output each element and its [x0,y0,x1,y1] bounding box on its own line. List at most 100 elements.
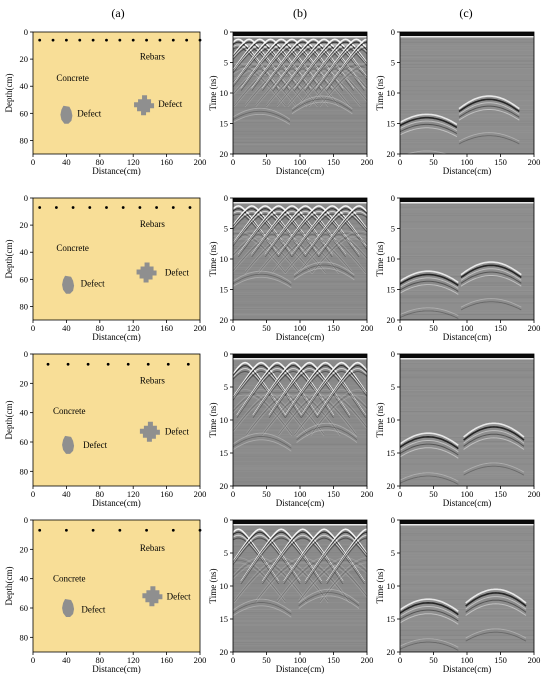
defect-hyperbola [400,127,458,138]
direct-wave [400,520,534,524]
rebar-multiple [298,67,367,108]
rebar-multiple [255,65,350,107]
rebar-dot [186,362,190,366]
y-tick-label: 5 [224,224,228,234]
x-tick-label: 100 [294,655,307,665]
rebar-multiple [233,67,286,108]
direct-wave [233,358,367,360]
defect-hyperbola [460,275,522,287]
x-tick-label: 100 [461,323,474,333]
x-tick-label: 120 [127,655,140,665]
y-tick-label: 0 [224,193,228,203]
x-tick-label: 200 [528,655,541,665]
rebar-dot [121,206,125,209]
defect-hyperbola [400,273,459,287]
rebar-multiple [284,230,367,272]
rebar-dot [105,38,108,42]
x-tick-label: 50 [262,489,271,499]
defect-hyperbola [400,440,459,453]
rebar-dot [118,528,122,532]
defect-label: Defect [81,278,105,288]
rebar-hyperbola [278,210,360,257]
rebar-multiple [233,562,329,604]
column-label: (c) [459,6,472,20]
y-tick-label: 15 [387,285,396,295]
rebar-hyperbola [233,213,280,257]
rebar-multiple [311,232,367,273]
rebar-hyperbola [251,213,333,257]
defect-hyperbola [400,609,459,622]
y-tick-label: 20 [387,315,396,325]
rebar-hyperbola [262,537,344,584]
rebar-multiple [278,394,367,437]
rebar-multiple [298,65,367,107]
rebar-multiple [233,232,286,273]
y-tick-label: 20 [20,544,29,554]
rebar-hyperbola [252,367,334,417]
radargram-background [400,520,534,652]
y-tick-label: 80 [20,135,29,145]
rebars-label: Rebars [140,543,165,553]
rebar-multiple [233,391,293,435]
rebar-dot [145,38,148,42]
defect-multiple [463,465,525,476]
defect-multiple [400,475,459,485]
defect-hyperbola [460,271,522,284]
y-tick-label: 20 [220,149,229,159]
y-tick-label: 40 [20,247,29,257]
rebar-multiple [319,62,367,105]
radargram-c-panel: 0 50 100 150 200 0 5 10 15 20 Distance(cm) Time (ns… [375,349,540,508]
defect-hyperbola [400,280,459,292]
defect-hyperbola [296,429,358,443]
rebar-multiple [244,232,340,273]
rebar-dot [51,38,55,42]
rebar-multiple [278,391,367,435]
x-axis-label: Distance(cm) [276,332,324,342]
x-tick-label: 150 [327,323,340,333]
y-axis-label: Time (ns) [375,242,385,277]
x-tick-label: 50 [262,655,271,665]
x-tick-label: 150 [327,655,340,665]
x-tick-label: 120 [127,157,140,167]
rebar-dot [166,362,170,366]
rebar-hyperbola [300,367,367,417]
x-tick-label: 200 [194,655,207,665]
x-tick-label: 160 [160,655,173,665]
y-tick-label: 10 [220,88,229,98]
y-tick-label: 60 [20,603,29,613]
x-tick-label: 0 [31,655,35,665]
rebar-dot [38,206,42,209]
y-tick-label: 5 [391,58,395,68]
defect-shape [142,586,163,607]
defect-hyperbola [233,436,292,449]
concrete-label: Concrete [53,574,85,584]
x-tick-label: 160 [160,323,173,333]
rebar-multiple [246,391,341,435]
rebar-multiple [276,67,367,108]
rebar-multiple [233,230,326,272]
x-tick-label: 200 [361,489,374,499]
concrete-label: Concrete [53,406,85,416]
rebar-hyperbola [268,370,351,418]
rebar-hyperbola [233,370,302,418]
y-tick-label: 5 [224,58,228,68]
defect-hyperbola [400,116,458,129]
x-tick-label: 100 [294,157,307,167]
rebar-multiple [233,230,300,272]
rebar-hyperbola [268,367,351,417]
defect-hyperbola [400,270,459,284]
x-axis-label: Distance(cm) [443,664,491,674]
defect-multiple [463,462,525,473]
y-tick-label: 10 [387,88,396,98]
x-tick-label: 50 [429,489,438,499]
y-axis-label: Depth(cm) [4,567,14,606]
defect-hyperbola [400,606,459,619]
rebar-multiple [294,391,367,435]
rebar-dot [65,38,68,42]
rebar-multiple [266,65,361,107]
defect-hyperbola [298,592,360,607]
rebars-label: Rebars [140,375,165,385]
rebar-multiple [309,65,367,107]
rebar-multiple [233,559,329,602]
y-tick-label: 15 [220,285,229,295]
